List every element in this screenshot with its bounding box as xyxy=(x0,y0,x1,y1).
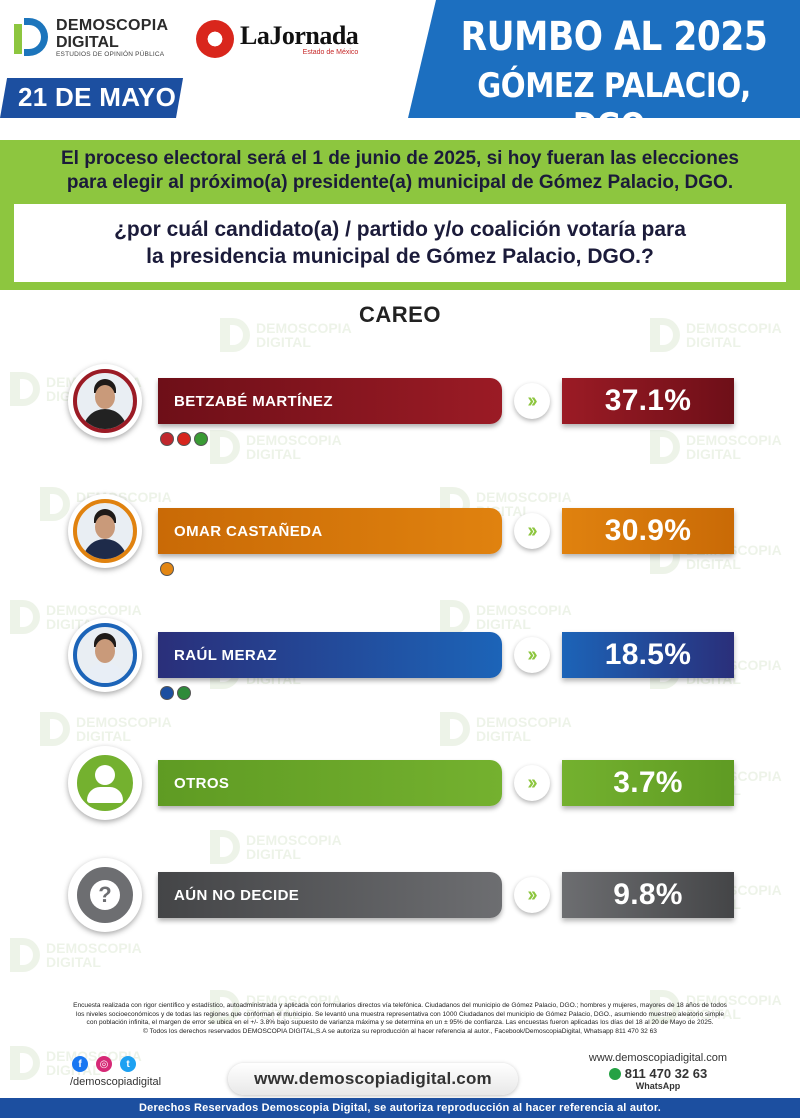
party-logo-icon xyxy=(160,686,174,700)
disclaimer-line-4: © Todos los derechos reservados DEMOSCOP… xyxy=(143,1027,657,1035)
la-jornada-logo: LaJornada Estado de México xyxy=(196,20,359,58)
candidate-name: OMAR CASTAÑEDA xyxy=(174,522,323,540)
social-icons: f ◎ t xyxy=(72,1056,136,1072)
disclaimer-line-3: con población infinita, el margen de err… xyxy=(86,1019,714,1027)
double-chevron-right-icon: ›› xyxy=(514,765,550,801)
demoscopia-logo: DEMOSCOPIA DIGITAL ESTUDIOS DE OPINIÓN P… xyxy=(14,16,168,58)
percentage-box: 18.5% xyxy=(562,632,734,678)
logo-tagline: ESTUDIOS DE OPINIÓN PÚBLICA xyxy=(56,50,165,58)
person-photo-icon xyxy=(77,373,133,429)
candidate-avatar xyxy=(68,746,142,820)
percentage-value: 3.7% xyxy=(613,766,683,799)
watermark-line-2: DIGITAL xyxy=(76,728,131,744)
logo-line-2: DIGITAL xyxy=(56,33,119,51)
intro-line-2: para elegir al próximo(a) presidente(a) … xyxy=(66,172,734,193)
watermark-line-2: DIGITAL xyxy=(256,334,311,350)
double-chevron-right-icon: ›› xyxy=(514,513,550,549)
candidate-name-bar: OTROS xyxy=(158,760,502,806)
candidate-row: OMAR CASTAÑEDA ›› 30.9% xyxy=(0,494,800,594)
candidate-name: RAÚL MERAZ xyxy=(174,646,277,664)
website-text: www.demoscopiadigital.com xyxy=(254,1069,492,1088)
rights-text: Derechos Reservados Demoscopia Digital, … xyxy=(139,1102,661,1114)
candidate-row: BETZABÉ MARTÍNEZ ›› 37.1% xyxy=(0,364,800,464)
party-logo-icon xyxy=(177,432,191,446)
question-line-2: la presidencia municipal de Gómez Palaci… xyxy=(146,245,654,268)
double-chevron-right-icon: ›› xyxy=(514,637,550,673)
methodology-disclaimer: Encuesta realizada con rigor científico … xyxy=(8,1002,792,1036)
generic-user-icon xyxy=(77,755,133,811)
la-jornada-sub: Estado de México xyxy=(302,48,359,56)
watermark-line-1: DEMOSCOPIA xyxy=(46,602,142,618)
candidate-name-bar: AÚN NO DECIDE xyxy=(158,872,502,918)
candidate-row: ? AÚN NO DECIDE ›› 9.8% xyxy=(0,858,800,958)
disclaimer-line-2: los niveles socioeconómicos y de todas l… xyxy=(75,1010,724,1018)
candidate-avatar xyxy=(68,494,142,568)
candidate-row: RAÚL MERAZ ›› 18.5% xyxy=(0,618,800,718)
candidate-avatar xyxy=(68,618,142,692)
watermark-line-2: DIGITAL xyxy=(476,728,531,744)
watermark-line-2: DIGITAL xyxy=(686,334,741,350)
percentage-value: 9.8% xyxy=(613,878,683,911)
party-logo-icon xyxy=(194,432,208,446)
person-photo-icon xyxy=(77,627,133,683)
party-icons xyxy=(160,562,174,576)
candidate-name: OTROS xyxy=(174,774,230,792)
twitter-icon[interactable]: t xyxy=(120,1056,136,1072)
title-box: RUMBO AL 2025 GÓMEZ PALACIO, DGO. xyxy=(408,0,800,118)
disclaimer-line-1: Encuesta realizada con rigor científico … xyxy=(73,1002,727,1009)
intro-line-1: El proceso electoral será el 1 de junio … xyxy=(61,148,739,169)
candidate-name-bar: BETZABÉ MARTÍNEZ xyxy=(158,378,502,424)
contact-phone[interactable]: 811 470 32 63 xyxy=(578,1066,738,1081)
rights-bar: Derechos Reservados Demoscopia Digital, … xyxy=(0,1098,800,1118)
percentage-box: 3.7% xyxy=(562,760,734,806)
watermark-d-icon xyxy=(10,1046,40,1080)
party-logo-icon xyxy=(160,432,174,446)
percentage-value: 18.5% xyxy=(604,638,692,671)
double-chevron-right-icon: ›› xyxy=(514,877,550,913)
candidate-name-bar: RAÚL MERAZ xyxy=(158,632,502,678)
title-line-1: RUMBO AL 2025 xyxy=(460,14,768,60)
candidate-name-bar: OMAR CASTAÑEDA xyxy=(158,508,502,554)
question-box: ¿por cuál candidato(a) / partido y/o coa… xyxy=(14,204,786,282)
double-chevron-right-icon: ›› xyxy=(514,383,550,419)
candidate-name: BETZABÉ MARTÍNEZ xyxy=(174,392,333,410)
section-label: CAREO xyxy=(359,302,441,327)
la-jornada-emblem-icon xyxy=(196,20,234,58)
percentage-value: 37.1% xyxy=(604,384,692,417)
question-mark-icon: ? xyxy=(77,867,133,923)
candidate-row: OTROS ›› 3.7% xyxy=(0,746,800,846)
percentage-value: 30.9% xyxy=(604,514,692,547)
logo-line-1: DEMOSCOPIA xyxy=(56,16,169,34)
percentage-box: 30.9% xyxy=(562,508,734,554)
percentage-box: 37.1% xyxy=(562,378,734,424)
party-logo-icon xyxy=(160,562,174,576)
percentage-box: 9.8% xyxy=(562,872,734,918)
title-line-2: GÓMEZ PALACIO, DGO. xyxy=(477,66,751,146)
candidate-avatar xyxy=(68,364,142,438)
whatsapp-label: WhatsApp xyxy=(635,1081,681,1091)
instagram-icon[interactable]: ◎ xyxy=(96,1056,112,1072)
whatsapp-icon xyxy=(608,1067,621,1080)
watermark-line-1: DEMOSCOPIA xyxy=(476,602,572,618)
phone-number: 811 470 32 63 xyxy=(624,1066,708,1081)
social-handle: /demoscopiadigital xyxy=(70,1076,162,1088)
header: DEMOSCOPIA DIGITAL ESTUDIOS DE OPINIÓN P… xyxy=(0,0,800,120)
date-text: 21 DE MAYO xyxy=(18,82,177,112)
website-link[interactable]: www.demoscopiadigital.com xyxy=(228,1063,518,1095)
demoscopia-d-icon xyxy=(14,16,50,58)
party-logo-icon xyxy=(177,686,191,700)
party-icons xyxy=(160,432,208,446)
intro-text: El proceso electoral será el 1 de junio … xyxy=(0,140,800,202)
party-icons xyxy=(160,686,191,700)
facebook-icon[interactable]: f xyxy=(72,1056,88,1072)
contact-site[interactable]: www.demoscopiadigital.com xyxy=(588,1052,728,1064)
person-photo-icon xyxy=(77,503,133,559)
la-jornada-name: LaJornada xyxy=(240,20,359,50)
question-line-1: ¿por cuál candidato(a) / partido y/o coa… xyxy=(114,218,686,241)
contact-info: www.demoscopiadigital.com 811 470 32 63 … xyxy=(578,1052,738,1091)
candidate-avatar: ? xyxy=(68,858,142,932)
candidate-name: AÚN NO DECIDE xyxy=(174,886,300,904)
